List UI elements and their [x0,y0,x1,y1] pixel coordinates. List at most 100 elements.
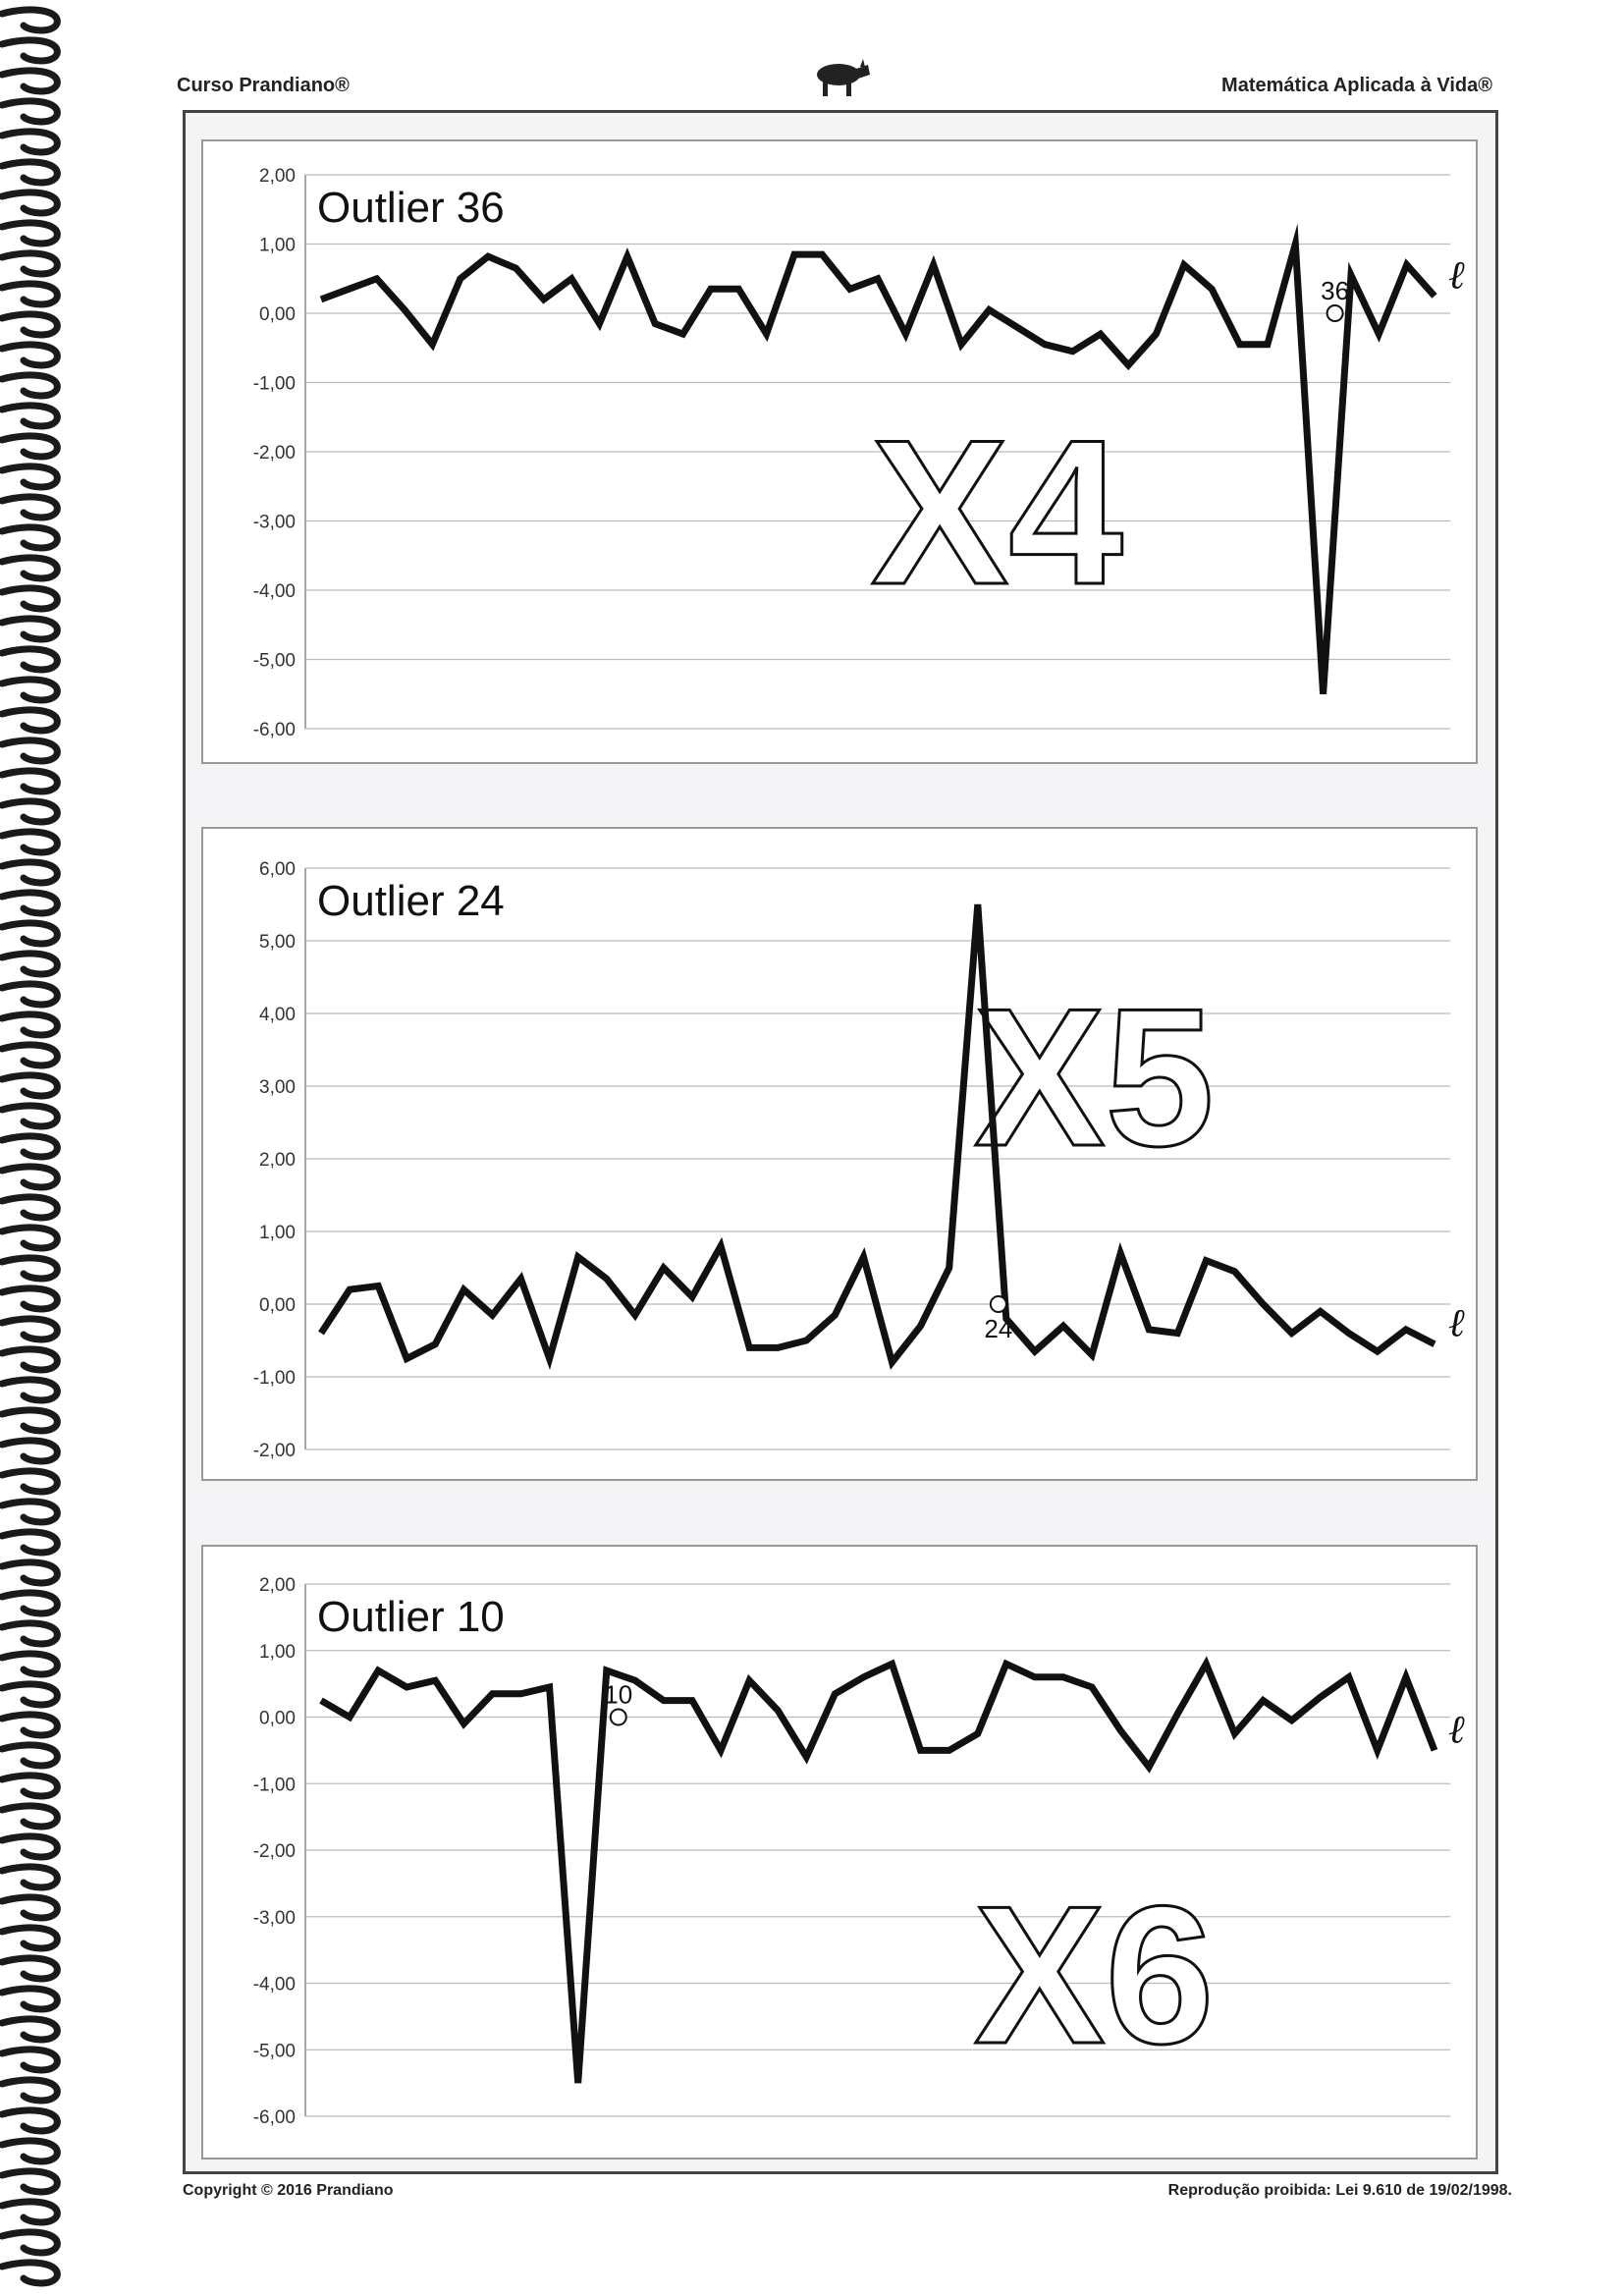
binding-loop [0,67,61,95]
y-tick-label: 0,00 [259,304,296,325]
binding-loop [0,1954,61,1983]
y-tick-label: 0,00 [259,1709,296,1729]
binding-loop [0,889,61,917]
y-tick-label: 5,00 [259,932,296,953]
outlier-label: 10 [604,1680,632,1710]
binding-loop [0,1893,61,1922]
binding-loop [0,1345,61,1374]
line-chart: 6,00 5,00 4,00 3,00 2,00 1,00 0,00 -1,00 -2,00 X5… [253,859,1465,1461]
series-label-large: X4 [871,397,1123,628]
chart-title: Outlier 10 [317,1593,505,1641]
y-tick-label: 1,00 [259,236,296,256]
binding-loop [0,645,61,674]
binding-loop [0,1193,61,1222]
y-tick-label: 1,00 [259,1223,296,1243]
binding-loop [0,706,61,735]
binding-loop [0,128,61,156]
y-tick-label: 2,00 [259,166,296,187]
binding-loop [0,1985,61,2013]
header-course-title: Curso Prandiano® [177,75,350,96]
line-chart: 2,00 1,00 0,00 -1,00 -2,00 -3,00 -4,00 -5,00 -6,… [253,1575,1465,2128]
binding-loop [0,1102,61,1130]
binding-loop [0,554,61,582]
series-line [319,223,1437,695]
y-tick-label: -6,00 [253,720,296,740]
y-tick-label: 6,00 [259,859,296,880]
binding-loop [0,584,61,613]
binding-loop [0,371,61,400]
binding-loop [0,1437,61,1465]
y-tick-label: -3,00 [253,1908,296,1929]
binding-loop [0,980,61,1009]
outlier-marker [609,1708,627,1726]
chart-panel-outlier-36: 2,00 1,00 0,00 -1,00 -2,00 -3,00 -4,00 -5,00 -6,… [201,139,1478,764]
binding-loop [0,1071,61,1100]
binding-loop [0,189,61,217]
chart-title: Outlier 24 [317,877,505,925]
binding-loop [0,1528,61,1557]
binding-loop [0,737,61,765]
end-label: ℓ [1448,1707,1465,1751]
y-tick-label: 1,00 [259,1642,296,1663]
binding-loop [0,1498,61,1526]
binding-loop [0,797,61,826]
outlier-marker [1326,304,1344,322]
binding-loop [0,2259,61,2287]
binding-loop [0,1224,61,1252]
binding-loop [0,1406,61,1435]
binding-loop [0,1163,61,1191]
y-tick-label: -6,00 [253,2107,296,2128]
binding-loop [0,2106,61,2135]
binding-loop [0,1285,61,1313]
header-book-title: Matemática Aplicada à Vida® [1221,75,1492,96]
footer-legal-notice: Reprodução proibida: Lei 9.610 de 19/02/… [1167,2182,1512,2199]
binding-loop [0,1650,61,1678]
outlier-label: 36 [1321,276,1349,305]
y-tick-label: 3,00 [259,1077,296,1098]
binding-loop [0,828,61,856]
binding-loop [0,249,61,278]
binding-loop [0,2167,61,2196]
chart-title: Outlier 36 [317,184,505,232]
binding-loop [0,36,61,65]
binding-loop [0,2137,61,2165]
series-line [318,903,1436,1371]
binding-loop [0,767,61,795]
y-tick-label: -1,00 [253,374,296,395]
binding-loop [0,432,61,461]
footer-copyright: Copyright © 2016 Prandiano [183,2182,394,2199]
series-label-large: X5 [974,968,1215,1187]
pig-icon [817,59,870,96]
binding-loop [0,1467,61,1496]
y-tick-label: -5,00 [253,651,296,672]
binding-loop [0,1132,61,1161]
binding-loop [0,6,61,34]
y-tick-label: -5,00 [253,2041,296,2061]
series-label-large: X6 [974,1866,1215,2085]
binding-loop [0,1011,61,1039]
binding-loop [0,1863,61,1891]
binding-loop [0,1772,61,1800]
binding-loop [0,219,61,247]
binding-loop [0,1680,61,1709]
spiral-binding [0,6,61,2287]
binding-loop [0,2228,61,2257]
binding-loop [0,1254,61,1283]
binding-loop [0,1924,61,1952]
binding-loop [0,2046,61,2074]
binding-loop [0,1315,61,1343]
series-line [319,1656,1438,2084]
end-label: ℓ [1448,1301,1465,1345]
binding-loop [0,1711,61,1739]
y-tick-label: -2,00 [253,1841,296,1862]
binding-loop [0,1741,61,1770]
line-chart: 2,00 1,00 0,00 -1,00 -2,00 -3,00 -4,00 -5,00 -6,… [253,166,1465,740]
chart-panel-outlier-10: 2,00 1,00 0,00 -1,00 -2,00 -3,00 -4,00 -5,00 -6,… [201,1545,1478,2159]
chart-panel-outlier-24: 6,00 5,00 4,00 3,00 2,00 1,00 0,00 -1,00 -2,00 X5… [201,827,1478,1481]
binding-loop [0,463,61,491]
binding-loop [0,1589,61,1617]
binding-loop [0,493,61,521]
outlier-marker [989,1295,1007,1313]
binding-loop [0,2076,61,2105]
binding-loop [0,280,61,308]
